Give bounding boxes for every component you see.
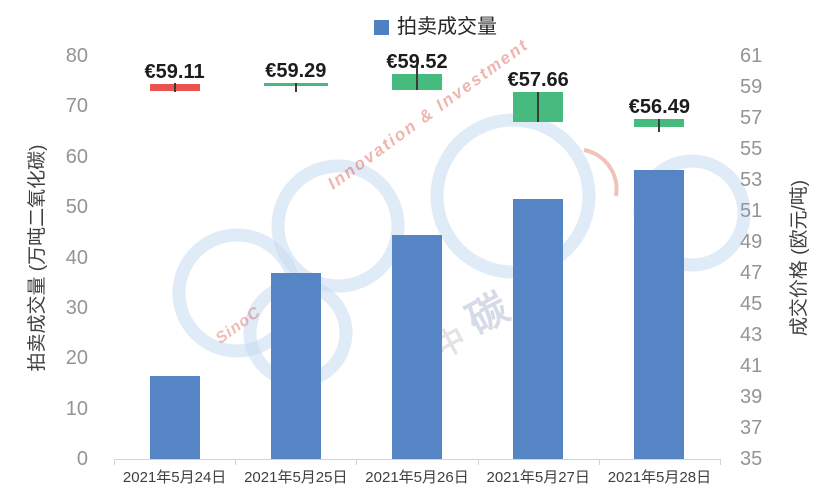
x-axis-date-label: 2021年5月24日 — [122, 469, 227, 486]
x-axis-date-label: 2021年5月27日 — [486, 469, 590, 486]
price-candle-wick — [658, 118, 661, 132]
right-axis-tick-label: 43 — [740, 324, 763, 346]
price-label: €59.11 — [144, 60, 205, 83]
right-axis-tick-label: 59 — [740, 76, 763, 98]
right-axis-tick-label: 35 — [740, 448, 763, 470]
volume-bar — [634, 170, 685, 459]
x-axis-date-label: 2021年5月28日 — [607, 469, 712, 486]
x-axis-date-label: 2021年5月25日 — [244, 469, 348, 486]
volume-bar — [392, 235, 442, 459]
legend-label: 拍卖成交量 — [397, 16, 497, 38]
legend: 拍卖成交量 — [374, 17, 497, 37]
x-axis-tick-mark — [720, 459, 721, 465]
right-axis-tick-label: 47 — [740, 262, 763, 284]
price-candle-wick — [537, 91, 540, 122]
x-axis-tick-mark — [235, 459, 237, 465]
right-axis-tick-label: 53 — [740, 169, 763, 191]
left-axis-tick-label: 20 — [65, 347, 88, 370]
left-axis-tick-label: 50 — [65, 196, 88, 219]
price-label: €56.49 — [628, 95, 690, 118]
right-axis-tick-label: 37 — [740, 417, 763, 439]
right-axis-tick-label: 61 — [740, 45, 763, 67]
right-axis-tick-label: 49 — [740, 231, 763, 253]
price-label: €59.29 — [265, 59, 327, 82]
right-axis-tick-label: 57 — [740, 107, 763, 129]
volume-bar — [149, 375, 200, 459]
x-axis-tick-mark — [598, 459, 600, 465]
legend-marker-square-icon — [374, 19, 389, 35]
left-axis-tick-label: 0 — [76, 448, 88, 470]
volume-bar — [270, 272, 321, 459]
right-axis-tick-label: 39 — [740, 386, 763, 408]
right-axis-tick-label: 55 — [740, 138, 763, 160]
left-axis-tick-label: 40 — [65, 246, 88, 269]
right-axis-tick-label: 51 — [740, 200, 763, 222]
price-label: €57.66 — [507, 68, 569, 91]
left-axis-tick-label: 70 — [65, 95, 88, 118]
right-axis-tick-label: 41 — [740, 355, 763, 377]
x-axis-date-label: 2021年5月26日 — [365, 469, 469, 486]
price-candle-wick — [294, 82, 297, 92]
price-candle-wick — [173, 83, 176, 92]
x-axis-line — [114, 459, 721, 460]
left-axis-tick-label: 10 — [65, 397, 88, 420]
price-candle-wick — [416, 65, 418, 91]
left-axis-tick-label: 60 — [65, 145, 88, 168]
x-axis-tick-mark — [356, 459, 358, 465]
left-axis-tick-label: 30 — [65, 296, 88, 319]
right-axis-tick-label: 45 — [740, 293, 763, 315]
price-label: €59.52 — [386, 50, 448, 73]
x-axis-tick-mark — [114, 459, 115, 465]
volume-bar — [513, 198, 564, 459]
left-axis-tick-label: 80 — [65, 45, 88, 67]
x-axis-tick-mark — [477, 459, 479, 465]
